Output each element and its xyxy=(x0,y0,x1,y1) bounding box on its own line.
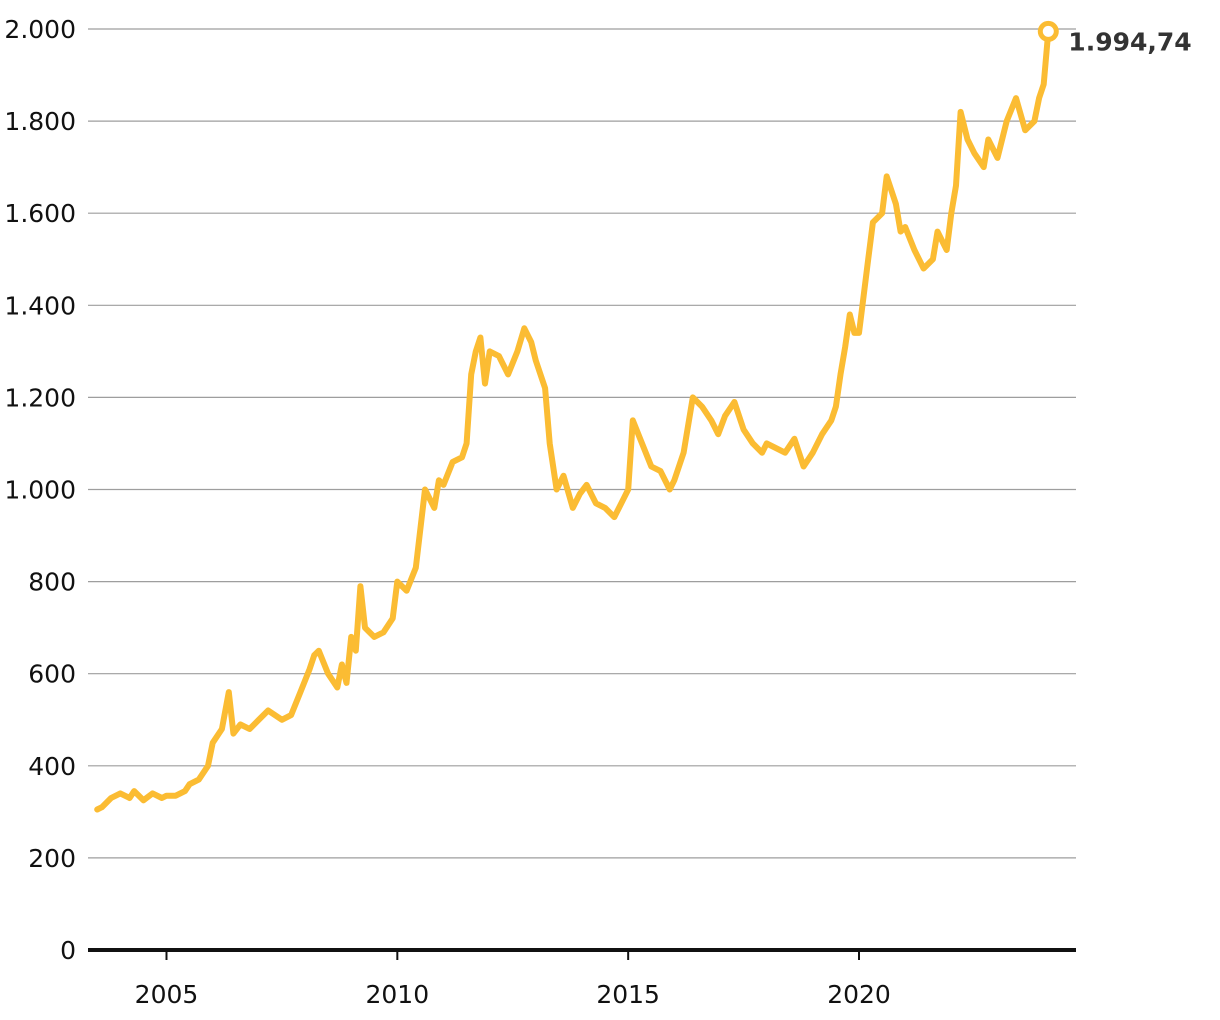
x-axis: 2005 2010 2015 2020 xyxy=(88,948,1076,1009)
y-tick-label: 1.400 xyxy=(4,291,76,320)
end-point-marker xyxy=(1037,20,1059,42)
x-tick-label: 2005 xyxy=(135,980,199,1009)
y-tick-label: 0 xyxy=(60,936,76,965)
y-tick-label: 800 xyxy=(28,568,76,597)
y-tick-label: 2.000 xyxy=(4,15,76,44)
end-value-label: 1.994,74 xyxy=(1068,27,1191,56)
y-tick-label: 1.600 xyxy=(4,199,76,228)
x-tick-label: 2015 xyxy=(596,980,660,1009)
end-marker-group: 1.994,74 xyxy=(1037,20,1192,56)
y-tick-label: 600 xyxy=(28,660,76,689)
series-line xyxy=(94,28,1052,813)
y-tick-label: 200 xyxy=(28,844,76,873)
y-tick-label: 1.000 xyxy=(4,476,76,505)
x-tick-label: 2020 xyxy=(827,980,891,1009)
y-tick-label: 1.200 xyxy=(4,383,76,412)
x-tick-label: 2010 xyxy=(366,980,430,1009)
y-axis-tick-labels: 0 200 400 600 800 1.000 1.200 1.400 1.600 1.800 2.… xyxy=(4,15,76,965)
y-tick-label: 1.800 xyxy=(4,107,76,136)
series-group xyxy=(94,28,1052,813)
y-tick-label: 400 xyxy=(28,752,76,781)
